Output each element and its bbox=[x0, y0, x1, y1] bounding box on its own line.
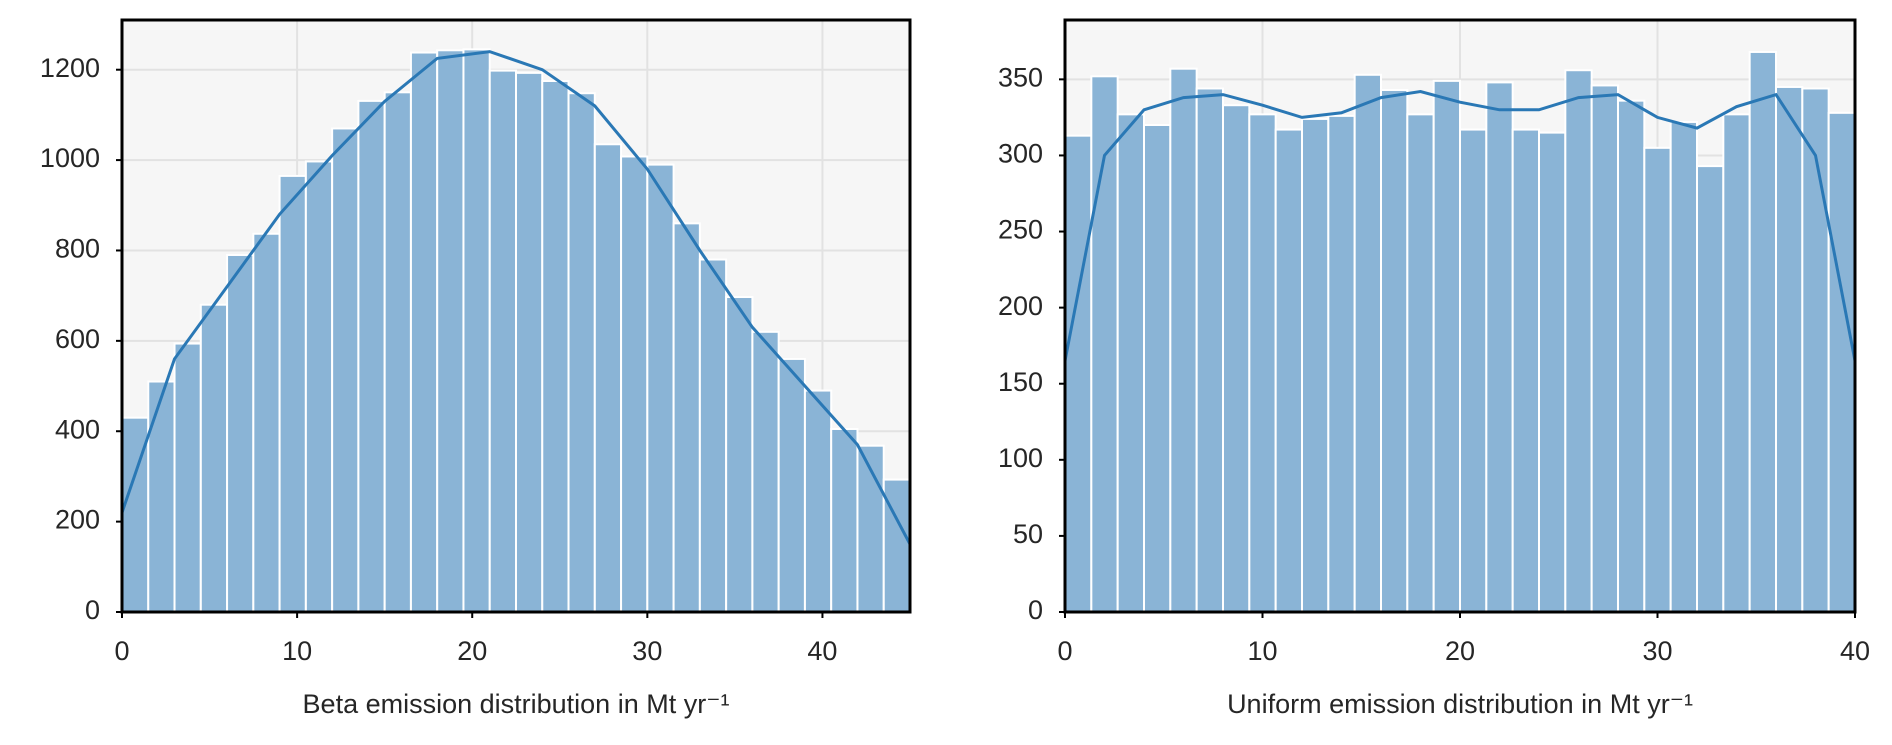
bar bbox=[1827, 111, 1857, 613]
plot-frame bbox=[120, 18, 912, 614]
bar bbox=[1143, 124, 1172, 613]
x-tick-label: 10 bbox=[1247, 636, 1277, 666]
y-tick-label: 250 bbox=[998, 215, 1043, 245]
y-tick-label: 200 bbox=[998, 291, 1043, 321]
plot-frame bbox=[1063, 18, 1857, 614]
bar bbox=[1538, 131, 1567, 613]
bar bbox=[803, 389, 833, 613]
bar bbox=[199, 303, 229, 613]
bar bbox=[409, 51, 439, 613]
x-tick-label: 40 bbox=[807, 636, 837, 666]
x-tick-label: 0 bbox=[114, 636, 129, 666]
bar bbox=[304, 160, 334, 613]
bar bbox=[1301, 117, 1330, 613]
bar bbox=[1775, 85, 1804, 614]
y-tick-label: 200 bbox=[55, 505, 100, 535]
bar bbox=[620, 155, 649, 613]
bar bbox=[1459, 128, 1488, 613]
y-tick-label: 350 bbox=[998, 62, 1043, 92]
bar bbox=[1643, 146, 1672, 613]
y-tick-label: 600 bbox=[55, 324, 100, 354]
x-tick-label: 30 bbox=[632, 636, 662, 666]
bar bbox=[672, 222, 701, 614]
x-tick-label: 20 bbox=[457, 636, 487, 666]
bar bbox=[1617, 99, 1646, 613]
bar bbox=[252, 232, 281, 613]
bar bbox=[1169, 67, 1198, 614]
bar bbox=[1406, 113, 1435, 613]
y-tick-label: 0 bbox=[1028, 595, 1043, 625]
bar bbox=[1222, 104, 1251, 613]
y-tick-label: 150 bbox=[998, 367, 1043, 397]
x-tick-label: 20 bbox=[1445, 636, 1475, 666]
bar bbox=[147, 380, 176, 613]
bar bbox=[1248, 113, 1277, 613]
bar bbox=[1669, 120, 1699, 613]
x-axis-label: Beta emission distribution in Mt yr⁻¹ bbox=[303, 689, 730, 719]
y-tick-label: 1000 bbox=[40, 143, 100, 173]
bar bbox=[1064, 134, 1093, 613]
bar bbox=[777, 357, 806, 613]
bar bbox=[1696, 165, 1725, 613]
bar bbox=[383, 91, 412, 613]
y-tick-label: 100 bbox=[998, 443, 1043, 473]
bar bbox=[357, 99, 386, 613]
bar bbox=[1090, 75, 1119, 614]
x-axis-label: Uniform emission distribution in Mt yr⁻¹ bbox=[1227, 689, 1693, 719]
bar bbox=[1432, 79, 1462, 614]
bar bbox=[830, 427, 859, 614]
x-tick-label: 30 bbox=[1642, 636, 1672, 666]
y-tick-label: 0 bbox=[85, 595, 100, 625]
x-tick-label: 40 bbox=[1840, 636, 1870, 666]
bar bbox=[462, 48, 491, 614]
bar bbox=[593, 143, 623, 613]
bar bbox=[1353, 73, 1383, 614]
bar bbox=[1116, 113, 1146, 613]
x-tick-label: 0 bbox=[1057, 636, 1072, 666]
bar bbox=[567, 92, 596, 613]
bar bbox=[725, 296, 754, 613]
bar bbox=[1485, 81, 1514, 614]
bar bbox=[1590, 84, 1620, 614]
bar bbox=[1722, 113, 1751, 613]
kde-line bbox=[1063, 89, 1857, 362]
y-tick-label: 300 bbox=[998, 139, 1043, 169]
bar bbox=[1748, 50, 1778, 614]
bar bbox=[1195, 87, 1225, 614]
bar bbox=[436, 49, 465, 613]
bar bbox=[1380, 89, 1409, 614]
bar bbox=[1564, 69, 1593, 614]
y-tick-label: 800 bbox=[55, 234, 100, 264]
bar bbox=[331, 127, 360, 613]
bar bbox=[1801, 87, 1830, 614]
bar bbox=[278, 174, 307, 614]
y-tick-label: 1200 bbox=[40, 53, 100, 83]
bar bbox=[1511, 128, 1541, 613]
bar bbox=[882, 478, 912, 614]
bar bbox=[698, 258, 728, 613]
y-tick-label: 400 bbox=[55, 414, 100, 444]
bar bbox=[226, 253, 255, 613]
kde-line bbox=[120, 50, 912, 545]
y-tick-label: 50 bbox=[1013, 519, 1043, 549]
x-tick-label: 10 bbox=[282, 636, 312, 666]
bar bbox=[646, 163, 675, 613]
bar bbox=[173, 342, 202, 613]
bar bbox=[1327, 114, 1356, 613]
bar bbox=[751, 330, 780, 613]
bar bbox=[488, 69, 518, 613]
bar bbox=[515, 71, 544, 613]
bar bbox=[541, 80, 570, 614]
bar bbox=[1274, 128, 1304, 613]
